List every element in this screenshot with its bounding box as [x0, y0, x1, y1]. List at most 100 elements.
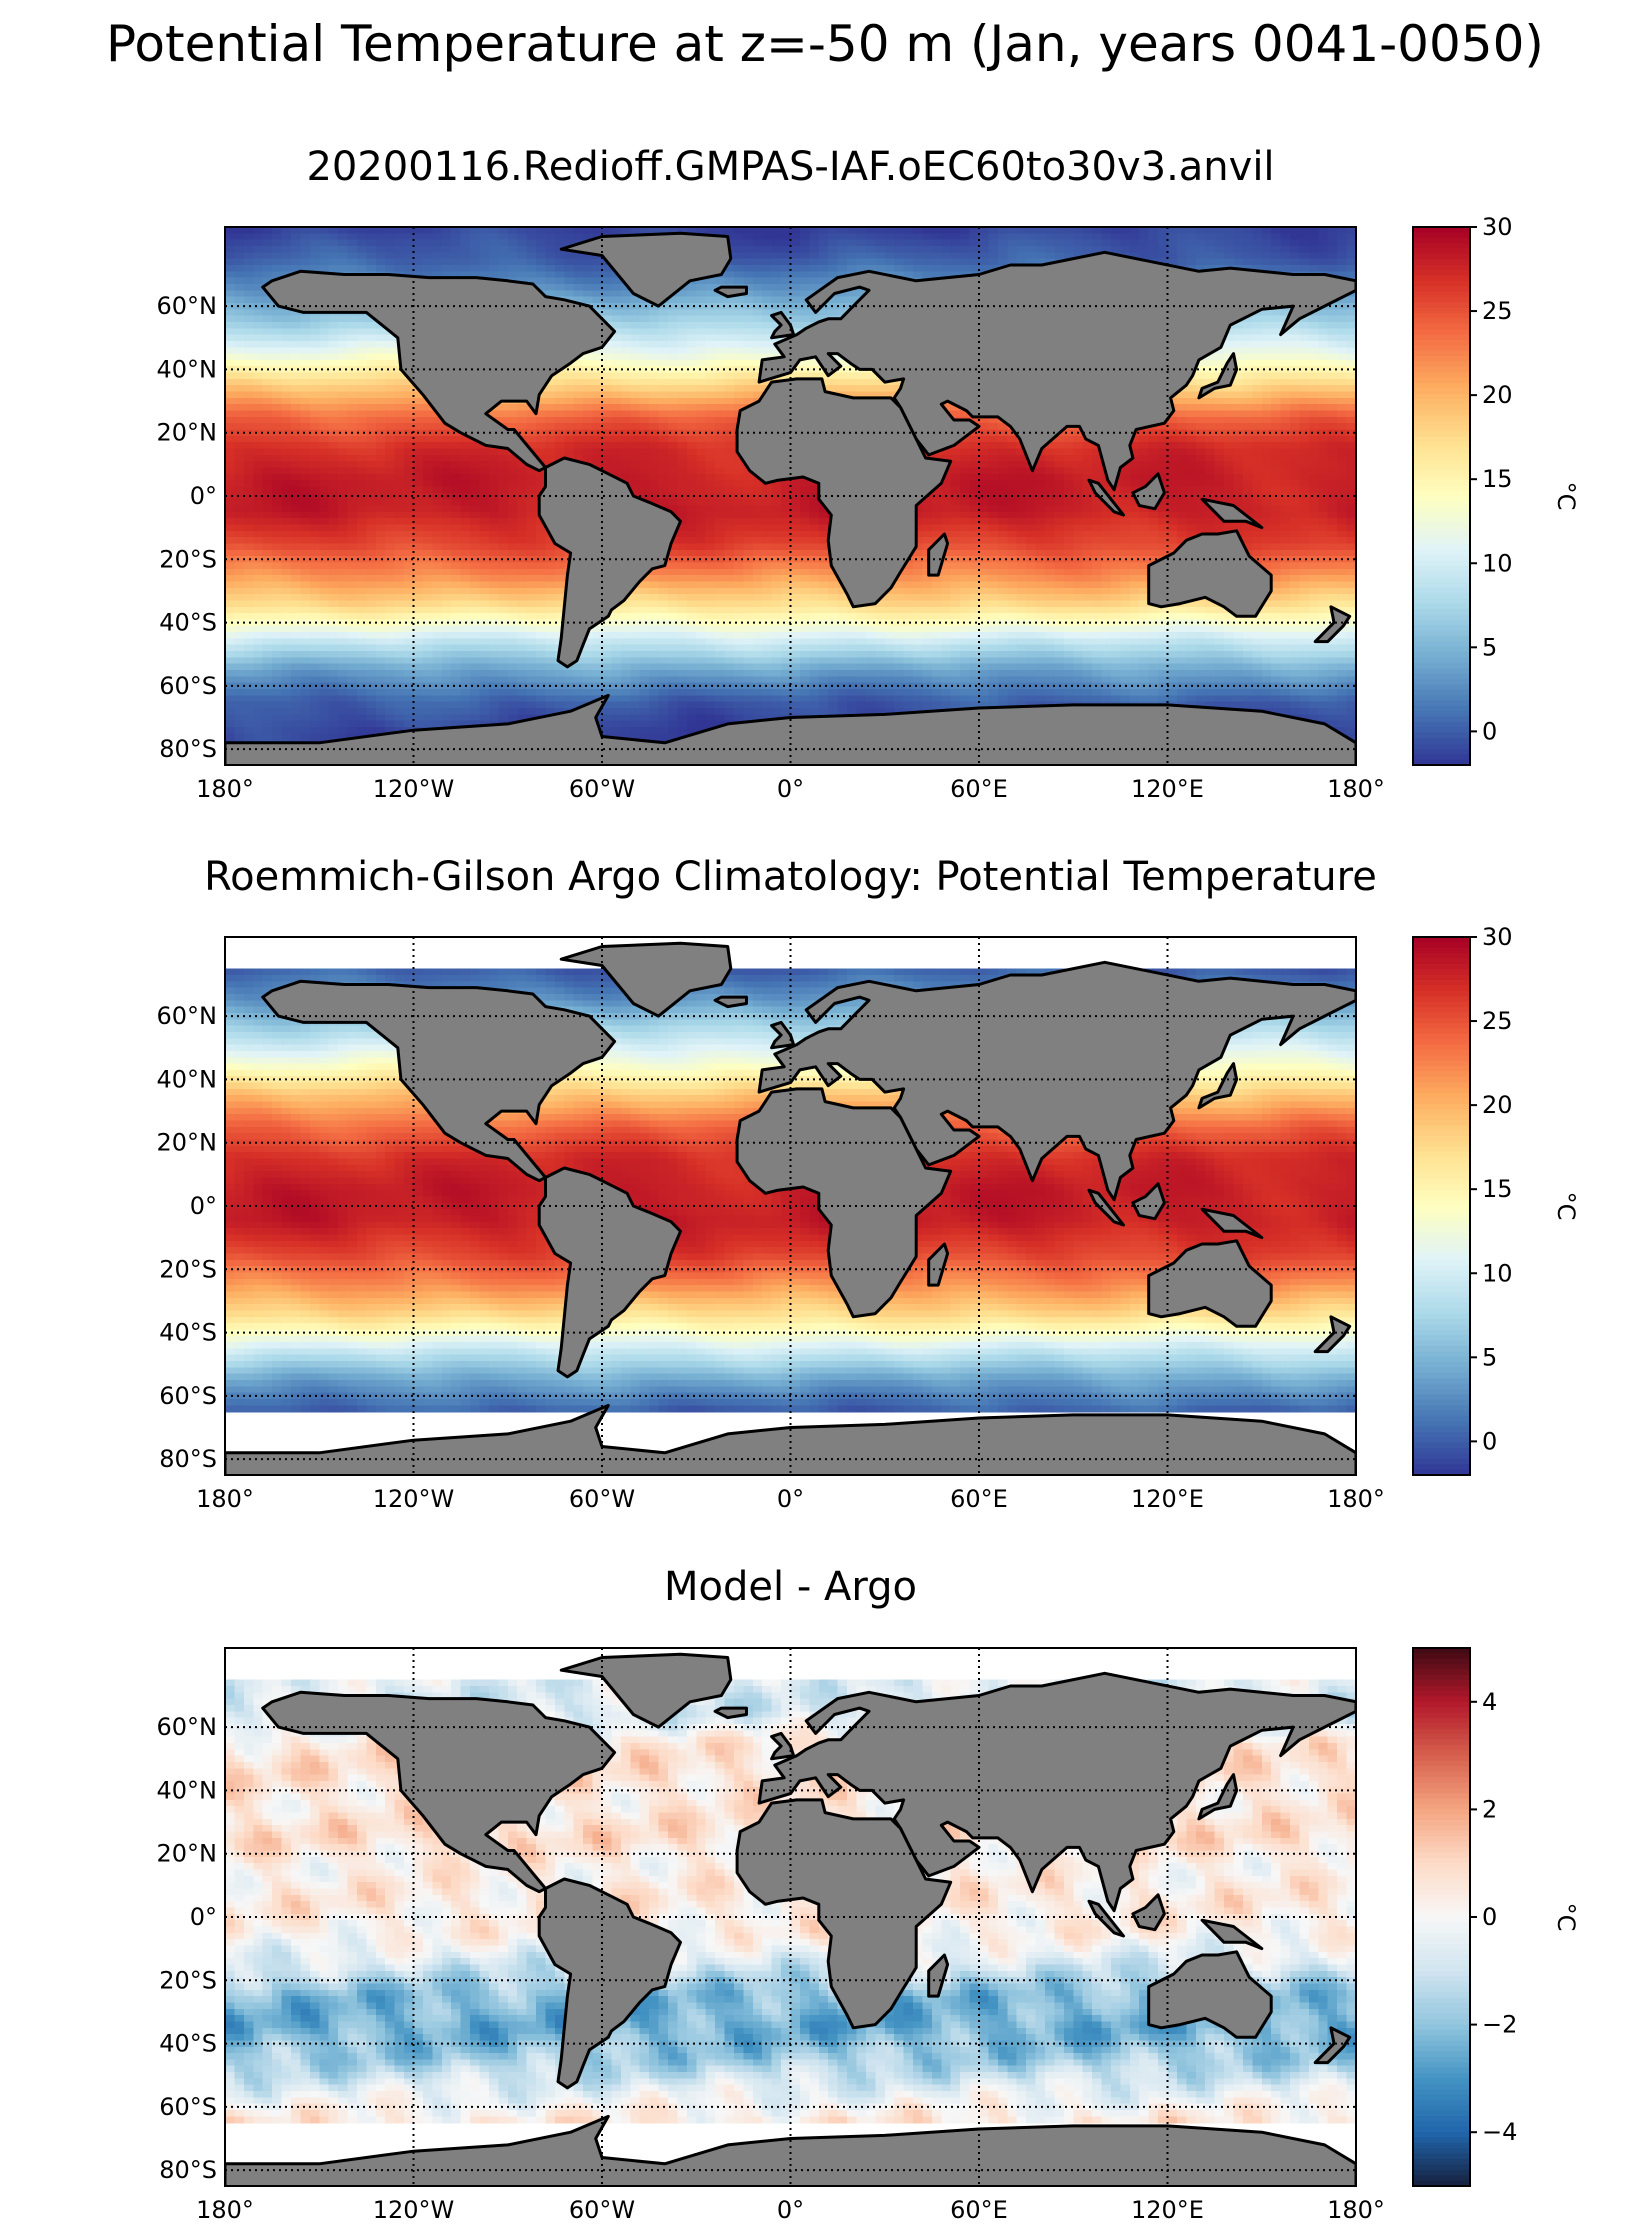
y-tick-label: 40°S [159, 1319, 217, 1347]
colorbar-segment [1413, 2051, 1470, 2058]
landmass-borneo [1131, 1893, 1166, 1932]
colorbar-segment [1413, 447, 1470, 454]
y-tick-label: 0° [190, 1903, 217, 1931]
colorbar-segment [1413, 280, 1470, 287]
colorbar-segment [1413, 743, 1470, 750]
y-tick-label: 80°S [159, 1445, 217, 1473]
landmass-africa [735, 377, 953, 609]
colorbar-segment [1413, 469, 1470, 476]
colorbar-segment [1413, 1787, 1470, 1794]
colorbar-segment [1413, 1039, 1470, 1046]
colorbar-segment [1413, 393, 1470, 400]
colorbar-segment [1413, 2121, 1470, 2128]
landmass-iceland [713, 995, 748, 1009]
y-tick-label: 40°N [157, 1776, 218, 1804]
colorbar-segment [1413, 1906, 1470, 1913]
colorbar-segment [1413, 1195, 1470, 1202]
colorbar-segment [1413, 2030, 1470, 2037]
colorbar-segment [1413, 641, 1470, 648]
colorbar-segment [1413, 1820, 1470, 1827]
landmass-africa [735, 1798, 953, 2030]
landmass-greenland [559, 941, 733, 1018]
colorbar-segment [1413, 1761, 1470, 1768]
colorbar-segment [1413, 479, 1470, 486]
colorbar-segment [1413, 1179, 1470, 1186]
colorbar-segment [1413, 738, 1470, 745]
colorbar-segment [1413, 716, 1470, 723]
landmass-eurasia [757, 960, 1356, 1202]
colorbar-segment [1413, 270, 1470, 277]
colorbar-segment [1413, 668, 1470, 675]
y-tick-label: 20°N [157, 1840, 218, 1868]
landmass-sumatra [1087, 1188, 1125, 1227]
colorbar-tick-label: 30 [1482, 923, 1513, 951]
x-tick-label: 180° [196, 775, 254, 803]
x-tick-label: 60°W [569, 775, 635, 803]
y-tick-label: 20°N [157, 1129, 218, 1157]
colorbar-segment [1413, 522, 1470, 529]
colorbar-segment [1413, 1372, 1470, 1379]
colorbar-segment [1413, 2008, 1470, 2015]
colorbar-segment [1413, 345, 1470, 352]
colorbar-segment [1413, 1297, 1470, 1304]
colorbar-segment [1413, 1415, 1470, 1422]
colorbar-segment [1413, 560, 1470, 567]
colorbar-segment [1413, 1238, 1470, 1245]
map-panel-3: Model - Argo 180° 120°W 60°W 0° 60°E 120°E 180°… [157, 1564, 1581, 2224]
colorbar-segment [1413, 1976, 1470, 1983]
colorbar-segment [1413, 2013, 1470, 2020]
landmass-northAmerica [261, 1690, 617, 1894]
landmass-southAmerica [537, 456, 682, 669]
gridlines [225, 227, 1356, 765]
colorbar-segment [1413, 426, 1470, 433]
colorbar-frame [1412, 226, 1471, 766]
colorbar-segment [1413, 1383, 1470, 1390]
y-tick-label: 60°N [157, 1713, 218, 1741]
colorbar-segment [1413, 592, 1470, 599]
colorbar-segment [1413, 958, 1470, 965]
colorbar-segment [1413, 1335, 1470, 1342]
colorbar-tick-label: 10 [1482, 549, 1513, 577]
colorbar-segment [1413, 506, 1470, 513]
colorbar-segment [1413, 1648, 1470, 1655]
colorbar-segment [1413, 947, 1470, 954]
y-tick-label: 60°N [157, 292, 218, 320]
x-tick-label: 180° [1327, 1485, 1385, 1513]
colorbar-segment [1413, 544, 1470, 551]
colorbar-segment [1413, 1125, 1470, 1132]
colorbar-segment [1413, 576, 1470, 583]
colorbar-segment [1413, 1712, 1470, 1719]
colorbar-segment [1413, 458, 1470, 465]
colorbar-segment [1413, 1986, 1470, 1993]
colorbar-segment [1413, 350, 1470, 357]
colorbar-tick-label: 25 [1482, 297, 1513, 325]
colorbar-segment [1413, 340, 1470, 347]
colorbar-segment [1413, 2019, 1470, 2026]
colorbar-segment [1413, 1227, 1470, 1234]
colorbar-segment [1413, 1200, 1470, 1207]
colorbar-segment [1413, 625, 1470, 632]
colorbar-segment [1413, 571, 1470, 578]
colorbar-segment [1413, 539, 1470, 546]
colorbar-segment [1413, 2083, 1470, 2090]
colorbar-segment [1413, 1809, 1470, 1816]
colorbar-segment [1413, 1653, 1470, 1660]
colorbar-segment [1413, 296, 1470, 303]
colorbar-segment [1413, 409, 1470, 416]
colorbar-segment [1413, 1146, 1470, 1153]
colorbar-segment [1413, 1308, 1470, 1315]
colorbar-segment [1413, 1329, 1470, 1336]
x-tick-label: 60°E [950, 775, 1008, 803]
y-tick-label: 60°S [159, 672, 217, 700]
y-tick-label: 40°N [157, 1065, 218, 1093]
y-tick-label: 60°S [159, 1382, 217, 1410]
colorbar-segment [1413, 1243, 1470, 1250]
colorbar-segment [1413, 2056, 1470, 2063]
colorbar-segment [1413, 1206, 1470, 1213]
colorbar: 30 25 20 15 10 5 0 °C [1412, 213, 1580, 766]
colorbar-segment [1413, 700, 1470, 707]
colorbar-segment [1413, 1825, 1470, 1832]
colorbar-segment [1413, 307, 1470, 314]
colorbar-segment [1413, 2126, 1470, 2133]
colorbar-segment [1413, 1012, 1470, 1019]
